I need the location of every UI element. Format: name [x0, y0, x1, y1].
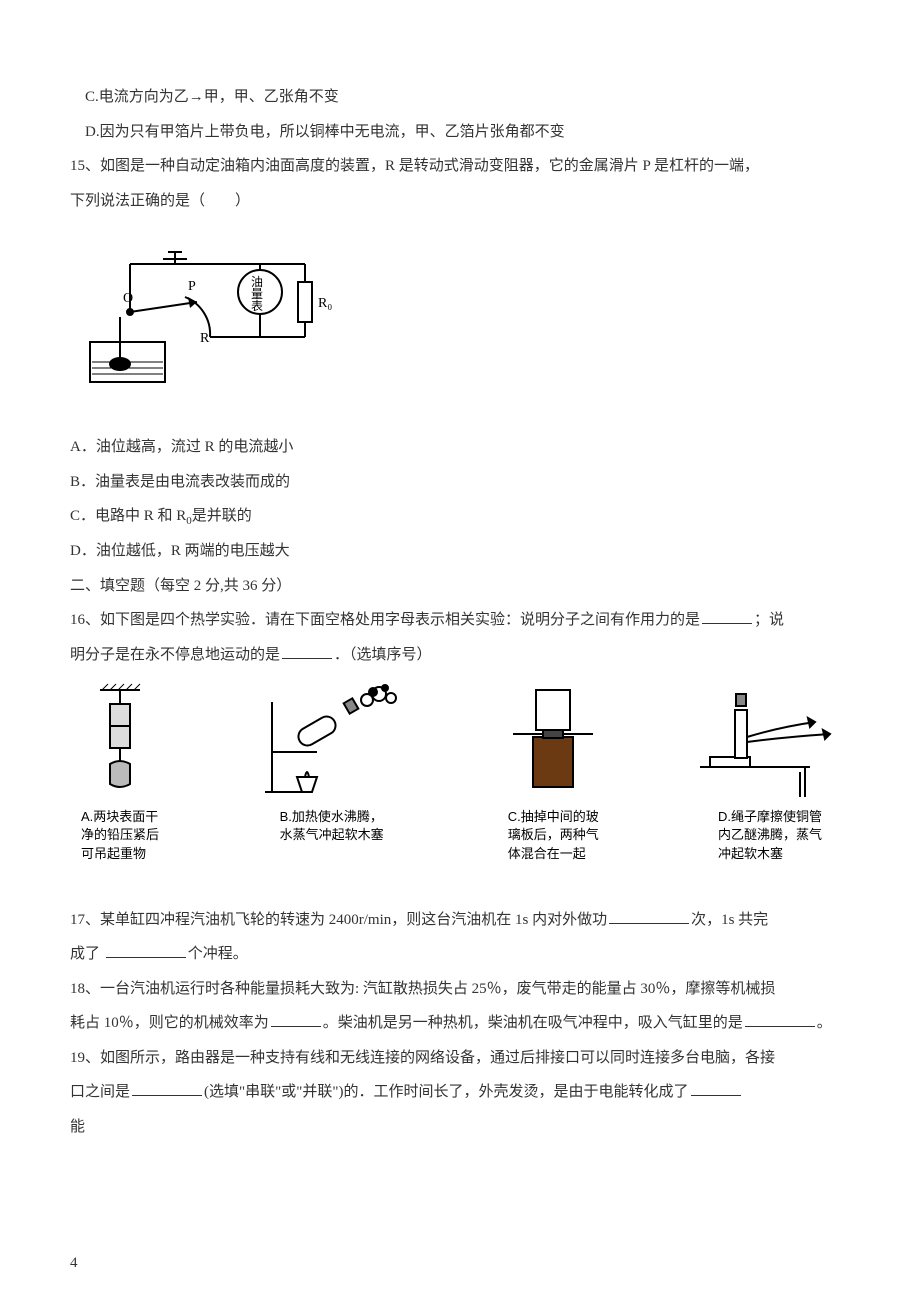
blank-q19-2 [691, 1081, 741, 1096]
q15-stem-line1: 15、如图是一种自动定油箱内油面高度的装置，R 是转动式滑动变阻器，它的金属滑片… [70, 149, 850, 184]
q19-text-b-pre: 口之间是 [70, 1084, 130, 1100]
experiment-b-caption: B.加热使水沸腾， 水蒸气冲起软木塞 [280, 808, 384, 844]
q16-line1: 16、如下图是四个热学实验．请在下面空格处用字母表示相关实验：说明分子之间有作用… [70, 603, 850, 638]
q15-option-c-pre: C．电路中 R 和 R [70, 508, 186, 524]
q17-line1: 17、某单缸四冲程汽油机飞轮的转速为 2400r/min，则这台汽油机在 1s … [70, 903, 850, 938]
q17-tail-b: 个冲程。 [188, 946, 248, 962]
q16-text-b: 明分子是在永不停息地运动的是 [70, 647, 280, 663]
q17-text-b: 成了 [70, 946, 104, 962]
experiment-a-caption: A.两块表面干 净的铅压紧后 可吊起重物 [81, 808, 159, 863]
blank-q18-1 [271, 1012, 321, 1027]
svg-text:R: R [200, 331, 210, 346]
q18-line1: 18、一台汽油机运行时各种能量损耗大致为: 汽缸散热损失占 25％，废气带走的能… [70, 972, 850, 1007]
experiment-c-caption: C.抽掉中间的玻 璃板后，两种气 体混合在一起 [508, 808, 599, 863]
q16-text-a: 16、如下图是四个热学实验．请在下面空格处用字母表示相关实验：说明分子之间有作用… [70, 612, 700, 628]
svg-text:O: O [123, 291, 133, 306]
svg-text:R₀: R₀ [318, 296, 332, 311]
q15-option-a: A．油位越高，流过 R 的电流越小 [70, 430, 850, 465]
experiment-b-icon [247, 682, 417, 802]
experiment-figures-row: A.两块表面干 净的铅压紧后 可吊起重物 B.加热使水沸腾， 水蒸气冲起软 [70, 682, 850, 863]
q15-option-b: B．油量表是由电流表改装而成的 [70, 465, 850, 500]
q15-option-d: D．油位越低，R 两端的电压越大 [70, 534, 850, 569]
q18-line2: 耗占 10％，则它的机械效率为 。柴油机是另一种热机，柴油机在吸气冲程中，吸入气缸… [70, 1006, 850, 1041]
q18-tail-b: 。 [817, 1015, 832, 1031]
q17-text-a: 17、某单缸四冲程汽油机飞轮的转速为 2400r/min，则这台汽油机在 1s … [70, 912, 607, 928]
experiment-a: A.两块表面干 净的铅压紧后 可吊起重物 [70, 682, 170, 863]
circuit-diagram: O P R 油 量 表 R₀ [80, 242, 340, 402]
q19-line2: 口之间是 (选填"串联"或"并联")的．工作时间长了，外壳发烫，是由于电能转化成了 [70, 1075, 850, 1110]
blank-q16-2 [282, 644, 332, 659]
section-2-heading: 二、填空题（每空 2 分,共 36 分） [70, 569, 850, 604]
q14-option-d: D.因为只有甲箔片上带负电，所以铜棒中无电流，甲、乙箔片张角都不变 [70, 115, 850, 150]
svg-text:P: P [188, 279, 196, 294]
blank-q18-2 [745, 1012, 815, 1027]
q19-text-b-mid: (选填"串联"或"并联")的．工作时间长了，外壳发烫，是由于电能转化成了 [204, 1084, 689, 1100]
svg-text:表: 表 [251, 299, 263, 313]
experiment-d-caption: D.绳子摩擦使铜管 内乙醚沸腾，蒸气 冲起软木塞 [718, 808, 822, 863]
experiment-b: B.加热使水沸腾， 水蒸气冲起软木塞 [247, 682, 417, 863]
q19-line3: 能 [70, 1110, 850, 1145]
q16-tail-b: ．（选填序号） [334, 647, 432, 663]
blank-q16-1 [702, 609, 752, 624]
q16-line2: 明分子是在永不停息地运动的是 ．（选填序号） [70, 638, 850, 673]
q15-option-c-post: 是并联的 [192, 508, 252, 524]
q18-text-b-mid: 。柴油机是另一种热机，柴油机在吸气冲程中，吸入气缸里的是 [323, 1015, 743, 1031]
q19-line1: 19、如图所示，路由器是一种支持有线和无线连接的网络设备，通过后排接口可以同时连… [70, 1041, 850, 1076]
experiment-a-icon [70, 682, 170, 802]
blank-q17-1 [609, 909, 689, 924]
page-number: 4 [70, 1246, 78, 1281]
q18-text-b-pre: 耗占 10％，则它的机械效率为 [70, 1015, 269, 1031]
experiment-d: D.绳子摩擦使铜管 内乙醚沸腾，蒸气 冲起软木塞 [690, 682, 850, 863]
q17-tail-a: 次，1s 共完 [691, 912, 768, 928]
q14-option-c: C.电流方向为乙→甲，甲、乙张角不变 [70, 80, 850, 115]
q15-option-c: C．电路中 R 和 R0是并联的 [70, 499, 850, 534]
q16-tail-a: ；说 [754, 612, 784, 628]
q15-stem-line2: 下列说法正确的是（ ） [70, 184, 850, 219]
blank-q19-1 [132, 1081, 202, 1096]
experiment-d-icon [690, 682, 850, 802]
experiment-c-icon [493, 682, 613, 802]
q15-figure-row: O P R 油 量 表 R₀ [70, 230, 850, 416]
blank-q17-2 [106, 943, 186, 958]
q17-line2: 成了 个冲程。 [70, 937, 850, 972]
experiment-c: C.抽掉中间的玻 璃板后，两种气 体混合在一起 [493, 682, 613, 863]
